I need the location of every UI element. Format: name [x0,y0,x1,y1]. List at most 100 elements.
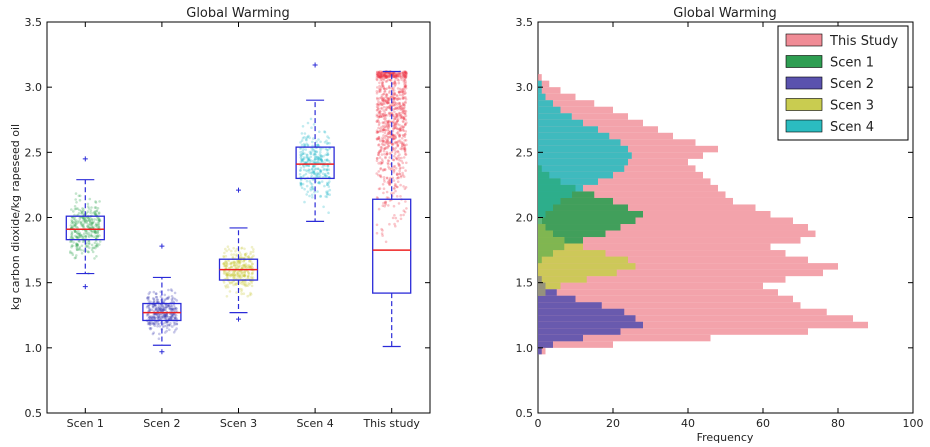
jitter-point [82,217,86,220]
jitter-point [298,173,302,176]
jitter-point [300,158,303,161]
jitter-point [391,137,395,141]
jitter-point [70,226,74,229]
jitter-point [394,112,398,116]
jitter-point [96,234,99,238]
jitter-point [375,105,379,109]
jitter-point [241,266,245,270]
jitter-point [386,138,390,141]
jitter-point [228,290,232,293]
jitter-point [232,261,236,265]
jitter-point [77,236,80,240]
jitter-point [73,224,76,227]
jitter-point [386,101,389,105]
jitter-point [327,172,330,175]
jitter-point [402,79,406,82]
jitter-point [94,213,98,216]
jitter-point [232,271,235,275]
jitter-point [171,296,175,300]
jitter-point [314,161,317,164]
jitter-point [313,152,317,156]
jitter-point [95,218,99,222]
jitter-point [389,111,392,115]
jitter-point [246,276,250,279]
jitter-point [382,201,385,205]
jitter-point [326,164,330,168]
jitter-point [319,171,323,174]
jitter-point [233,270,236,273]
jitter-point [316,171,319,174]
jitter-point [402,72,406,75]
jitter-point [385,176,389,180]
jitter-point [324,153,328,157]
jitter-point [90,221,94,225]
jitter-point [384,74,388,78]
jitter-point [156,320,159,324]
jitter-point [174,314,178,317]
jitter-point [395,94,398,97]
histogram-bar [538,119,583,127]
jitter-point [94,234,98,238]
jitter-point [312,148,315,152]
boxplot-box [372,198,412,294]
jitter-point [239,264,242,268]
jitter-point [387,125,391,129]
jitter-point [375,120,379,123]
boxplot-box [295,146,335,180]
jitter-point [388,222,391,226]
jitter-point [320,160,323,164]
jitter-point [380,158,384,161]
jitter-point [72,217,76,221]
jitter-point [392,93,395,97]
jitter-point [375,172,379,175]
jitter-point [311,187,314,191]
jitter-point [94,224,97,227]
jitter-point [93,210,97,213]
jitter-point [90,218,94,222]
jitter-point [394,184,398,187]
jitter-point [403,75,407,78]
jitter-point [402,209,406,212]
jitter-point [386,139,389,143]
jitter-point [312,187,315,191]
jitter-point [384,95,388,98]
jitter-point [400,90,403,94]
jitter-point [325,139,328,143]
jitter-point [310,126,313,129]
jitter-point [249,293,253,296]
jitter-point [175,322,179,326]
jitter-point [81,225,85,228]
jitter-point [319,150,322,154]
jitter-point [398,101,402,105]
jitter-point [377,136,381,139]
jitter-point [395,131,399,135]
jitter-point [234,283,237,286]
jitter-point [308,150,312,154]
jitter-point [384,203,387,206]
jitter-point [95,209,99,212]
jitter-point [381,124,385,128]
jitter-point [311,186,314,189]
jitter-point [231,261,234,264]
histogram-overlap-bar [538,210,546,218]
jitter-point [166,304,170,308]
jitter-point [385,124,389,128]
jitter-point [146,296,149,299]
jitter-point [305,160,309,164]
jitter-point [403,82,406,86]
jitter-point [149,326,153,330]
jitter-point [402,109,405,113]
jitter-point [392,158,396,162]
jitter-point [299,141,302,144]
jitter-point [399,90,403,93]
jitter-point [381,97,385,100]
jitter-point [76,244,79,247]
jitter-point [386,121,389,125]
jitter-point [95,244,98,248]
jitter-point [156,306,159,309]
jitter-point [382,187,386,190]
jitter-point [234,249,237,253]
jitter-point [79,221,83,225]
jitter-point [383,180,386,183]
boxplot-x-tick-label: Scen 4 [296,417,333,430]
